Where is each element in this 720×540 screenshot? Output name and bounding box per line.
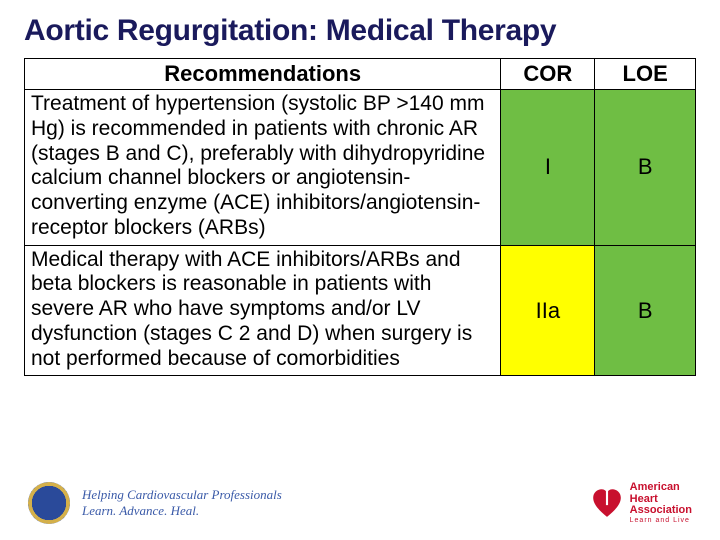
cor-cell: I xyxy=(501,90,595,246)
aha-sub: Learn and Live xyxy=(630,517,692,524)
col-header-cor: COR xyxy=(501,59,595,90)
tagline-line2: Learn. Advance. Heal. xyxy=(82,503,282,519)
heart-torch-icon xyxy=(590,486,624,520)
aha-line3: Association xyxy=(630,504,692,516)
aha-line1: American xyxy=(630,481,680,493)
table-row: Medical therapy with ACE inhibitors/ARBs… xyxy=(25,245,696,376)
cor-cell: IIa xyxy=(501,245,595,376)
table-header-row: Recommendations COR LOE xyxy=(25,59,696,90)
loe-cell: B xyxy=(595,245,696,376)
recommendations-table: Recommendations COR LOE Treatment of hyp… xyxy=(24,58,696,376)
loe-cell: B xyxy=(595,90,696,246)
rec-cell: Medical therapy with ACE inhibitors/ARBs… xyxy=(25,245,501,376)
tagline-line1: Helping Cardiovascular Professionals xyxy=(82,487,282,503)
col-header-recommendations: Recommendations xyxy=(25,59,501,90)
aha-logo: American Heart Association Learn and Liv… xyxy=(590,482,692,524)
aha-text: American Heart Association Learn and Liv… xyxy=(630,482,692,524)
table-row: Treatment of hypertension (systolic BP >… xyxy=(25,90,696,246)
slide: Aortic Regurgitation: Medical Therapy Re… xyxy=(0,0,720,540)
footer: Helping Cardiovascular Professionals Lea… xyxy=(0,478,720,528)
col-header-loe: LOE xyxy=(595,59,696,90)
aha-line2: Heart xyxy=(630,493,658,505)
footer-left: Helping Cardiovascular Professionals Lea… xyxy=(28,482,282,524)
page-title: Aortic Regurgitation: Medical Therapy xyxy=(24,14,696,48)
rec-cell: Treatment of hypertension (systolic BP >… xyxy=(25,90,501,246)
acc-logo-icon xyxy=(28,482,70,524)
acc-tagline: Helping Cardiovascular Professionals Lea… xyxy=(82,487,282,519)
